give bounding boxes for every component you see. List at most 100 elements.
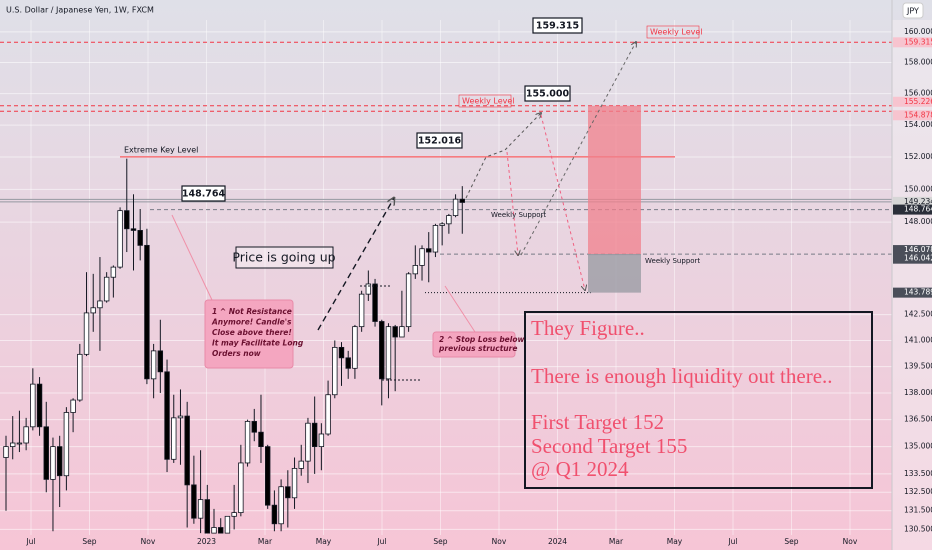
annotation: Weekly Level	[650, 28, 703, 37]
y-tick-label: 160.000	[904, 27, 932, 36]
candle-body	[10, 442, 16, 448]
price-label-bg	[893, 196, 932, 207]
candle-body	[439, 223, 445, 226]
price-label: 146.078	[904, 245, 932, 254]
x-tick-label: Sep	[784, 537, 798, 546]
price-label-bg	[893, 245, 932, 256]
candle-body	[251, 421, 257, 433]
x-tick-label: Mar	[258, 537, 273, 546]
price-label: 159.315	[904, 37, 932, 46]
label-box	[646, 25, 700, 39]
projection-path	[506, 151, 518, 255]
box-line: There is enough liquidity out there..	[531, 364, 833, 388]
candle-body	[63, 412, 70, 477]
candle-body	[446, 215, 452, 225]
y-tick-label: 131.500	[904, 506, 932, 515]
candles	[3, 158, 465, 534]
candle-body	[50, 446, 56, 480]
candle-body	[90, 307, 96, 314]
candle-body	[150, 350, 157, 380]
label-box	[458, 94, 512, 108]
x-tick-label: May	[316, 537, 332, 546]
candle-body	[231, 512, 237, 517]
candle-body	[325, 394, 331, 435]
candle-body	[171, 417, 177, 460]
candle-body	[224, 515, 231, 534]
note-line: previous structure	[438, 344, 517, 353]
callout-label: 155.000	[526, 89, 570, 100]
candle-body	[177, 415, 184, 419]
candle-body	[197, 499, 204, 519]
candle-body	[419, 248, 425, 266]
chart-title: U.S. Dollar / Japanese Yen, 1W, FXCM	[6, 6, 154, 15]
candle-body	[184, 415, 190, 486]
note-line: It may Facilitate Long	[212, 339, 304, 348]
candle-body	[365, 283, 372, 295]
candle-body	[204, 499, 210, 534]
price-label: 155.226	[904, 97, 932, 106]
projection-path	[317, 198, 394, 331]
x-tick-label: 2023	[197, 537, 216, 546]
candle-body	[352, 326, 358, 369]
callout-box	[532, 17, 583, 34]
y-tick-label: 130.500	[904, 524, 932, 533]
x-tick-label: May	[667, 537, 683, 546]
candle-body	[332, 346, 338, 396]
x-tick-label: Jul	[727, 537, 737, 546]
price-label: 149.234	[904, 197, 932, 206]
price-label-bg	[893, 96, 932, 107]
candle-body	[432, 225, 439, 253]
candle-body	[244, 421, 251, 464]
candle-body	[56, 446, 63, 477]
x-tick-label: Sep	[433, 537, 447, 546]
annotation: Weekly Support	[491, 211, 546, 219]
candle-body	[23, 426, 29, 444]
x-tick-label: 2024	[548, 537, 567, 546]
candle-body	[191, 484, 197, 519]
candle-body	[405, 273, 412, 328]
candle-body	[305, 422, 311, 462]
candle-body	[43, 426, 49, 480]
candle-body	[271, 504, 278, 525]
candle-body	[77, 353, 83, 401]
box-line: They Figure..	[531, 316, 645, 340]
candle-body	[452, 198, 459, 216]
text-box	[524, 311, 873, 489]
y-tick-label: 132.500	[904, 487, 932, 496]
note-line: Close above there!	[212, 328, 292, 337]
y-tick-label: 133.500	[904, 469, 932, 478]
price-label-bg	[893, 287, 932, 298]
y-tick-label: 148.000	[904, 217, 932, 226]
price-label: 148.764	[904, 205, 932, 214]
y-tick-label: 139.500	[904, 362, 932, 371]
y-tick-label: 154.000	[904, 120, 932, 129]
projection-path	[465, 113, 541, 199]
candle-body	[385, 326, 392, 380]
box-line: First Target 152	[531, 410, 664, 434]
candle-body	[291, 468, 298, 499]
candle-body	[426, 248, 432, 253]
callout-box	[181, 185, 226, 202]
callout-box	[416, 132, 463, 149]
label-box	[235, 246, 334, 269]
annotation: Extreme Key Level	[124, 146, 198, 155]
candle-body	[137, 230, 143, 246]
candle-body	[459, 198, 465, 203]
candle-body	[358, 293, 365, 328]
candle-body	[36, 383, 43, 428]
y-tick-label: 136.500	[904, 415, 932, 424]
candle-body	[117, 210, 123, 268]
price-label-bg	[893, 110, 932, 121]
pointer	[444, 285, 476, 333]
x-tick-label: Nov	[141, 537, 156, 546]
candle-body	[70, 399, 76, 413]
candle-body	[258, 431, 264, 448]
candle-body	[372, 283, 378, 322]
candle-body	[211, 527, 217, 534]
note-line: 2 ^ Stop Loss below	[439, 335, 524, 344]
y-tick-label: 141.000	[904, 335, 932, 344]
x-tick-label: Mar	[609, 537, 624, 546]
x-tick-label: Nov	[843, 537, 858, 546]
x-tick-label: Nov	[492, 537, 507, 546]
